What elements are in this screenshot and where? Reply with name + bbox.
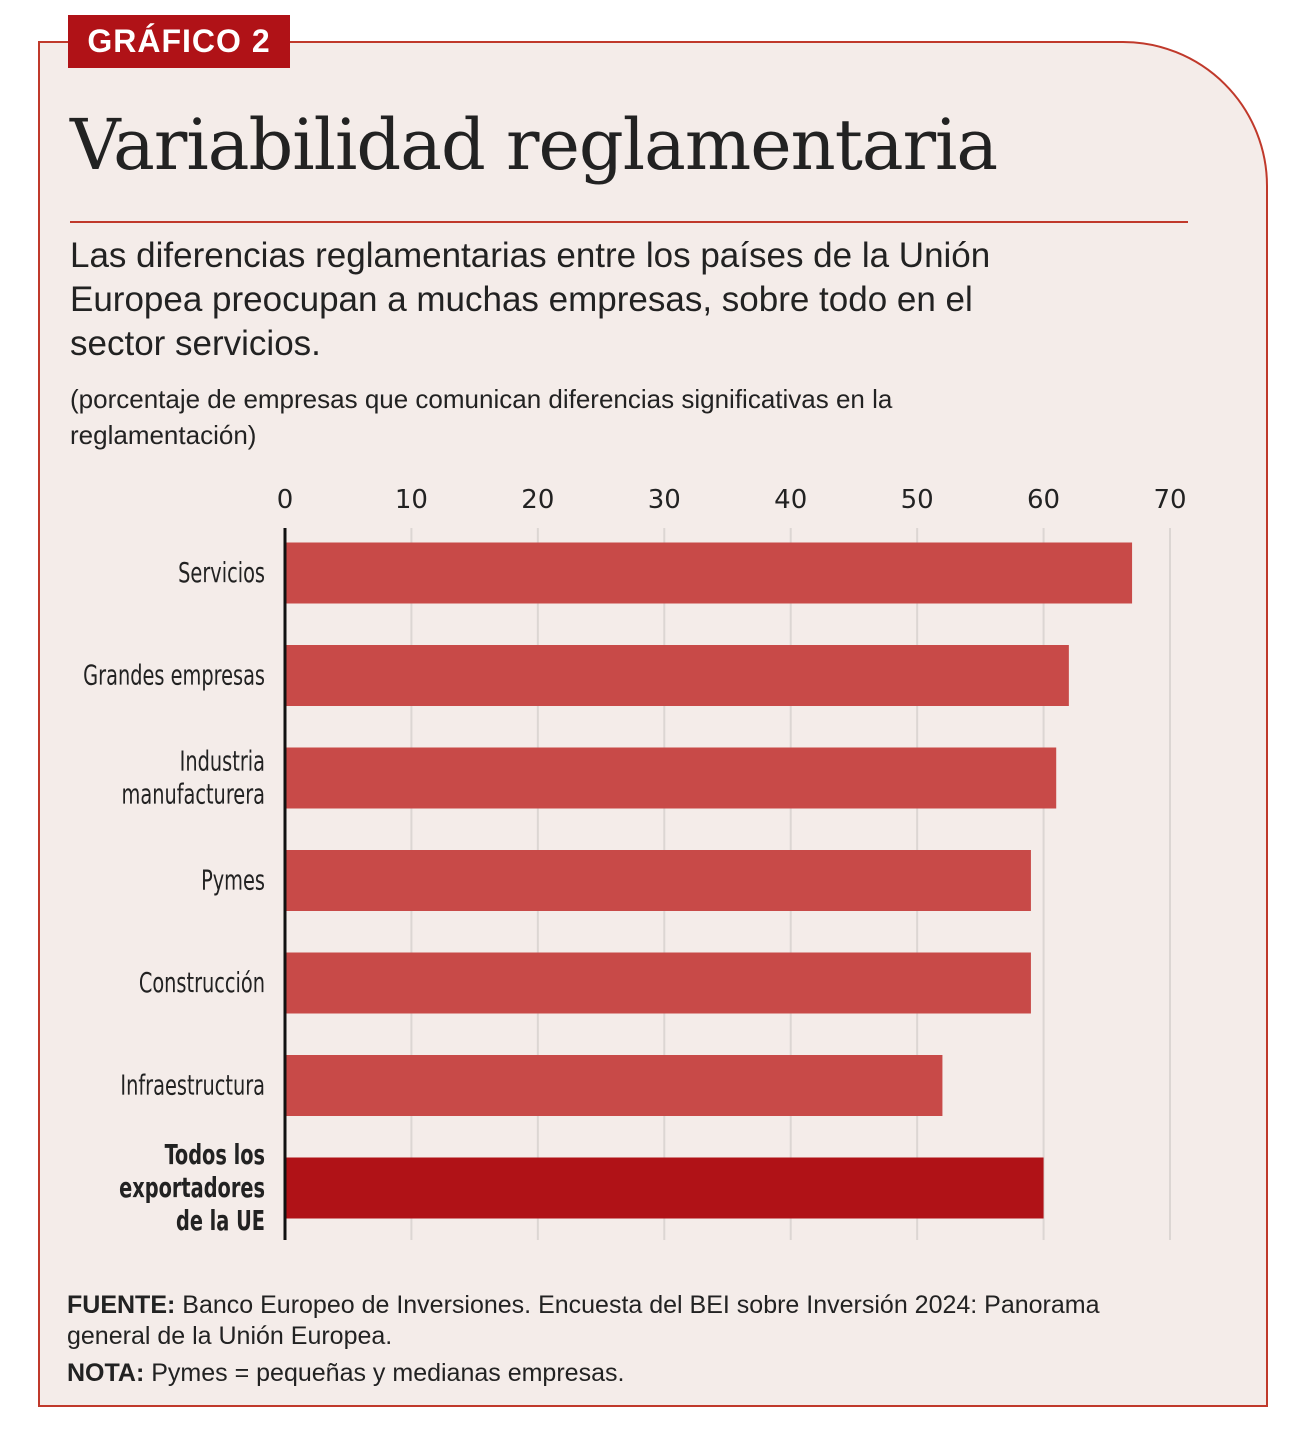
x-tick-label: 20 bbox=[521, 485, 554, 515]
category-label: Servicios bbox=[178, 556, 265, 589]
bar bbox=[285, 1157, 1044, 1219]
category-label: manufacturera bbox=[122, 778, 265, 811]
x-tick-label: 50 bbox=[901, 485, 934, 515]
category-label: Grandes empresas bbox=[83, 659, 265, 692]
category-label: de la UE bbox=[176, 1204, 265, 1237]
x-tick-label: 40 bbox=[774, 485, 807, 515]
title-divider bbox=[70, 221, 1188, 223]
category-label: Construcción bbox=[139, 966, 265, 999]
bar bbox=[285, 747, 1057, 809]
bar bbox=[285, 1055, 943, 1116]
abbrev-note: NOTA: Pymes = pequeñas y medianas empres… bbox=[67, 1359, 625, 1387]
x-tick-label: 60 bbox=[1027, 485, 1060, 515]
x-tick-label: 30 bbox=[648, 485, 681, 515]
category-label: Todos los bbox=[165, 1138, 265, 1171]
chart-subtitle: Las diferencias reglamentarias entre los… bbox=[70, 236, 991, 363]
x-tick-label: 70 bbox=[1153, 485, 1186, 515]
x-tick-label: 10 bbox=[395, 485, 428, 515]
bar bbox=[285, 542, 1133, 604]
bar bbox=[285, 645, 1069, 706]
bar bbox=[285, 952, 1031, 1014]
x-tick-label: 0 bbox=[277, 485, 294, 515]
units-note: (porcentaje de empresas que comunican di… bbox=[70, 384, 893, 450]
source-note: FUENTE: Banco Europeo de Inversiones. En… bbox=[67, 1291, 1100, 1350]
category-label: Pymes bbox=[201, 864, 265, 897]
bar bbox=[285, 850, 1031, 911]
chart-title: Variabilidad reglamentaria bbox=[70, 104, 998, 186]
category-label: exportadores bbox=[119, 1171, 265, 1204]
footer: FUENTE: Banco Europeo de Inversiones. En… bbox=[67, 1290, 1187, 1395]
category-label: Infraestructura bbox=[120, 1069, 265, 1102]
chart-badge: GRÁFICO 2 bbox=[68, 15, 290, 68]
category-label: Industria bbox=[180, 745, 265, 778]
